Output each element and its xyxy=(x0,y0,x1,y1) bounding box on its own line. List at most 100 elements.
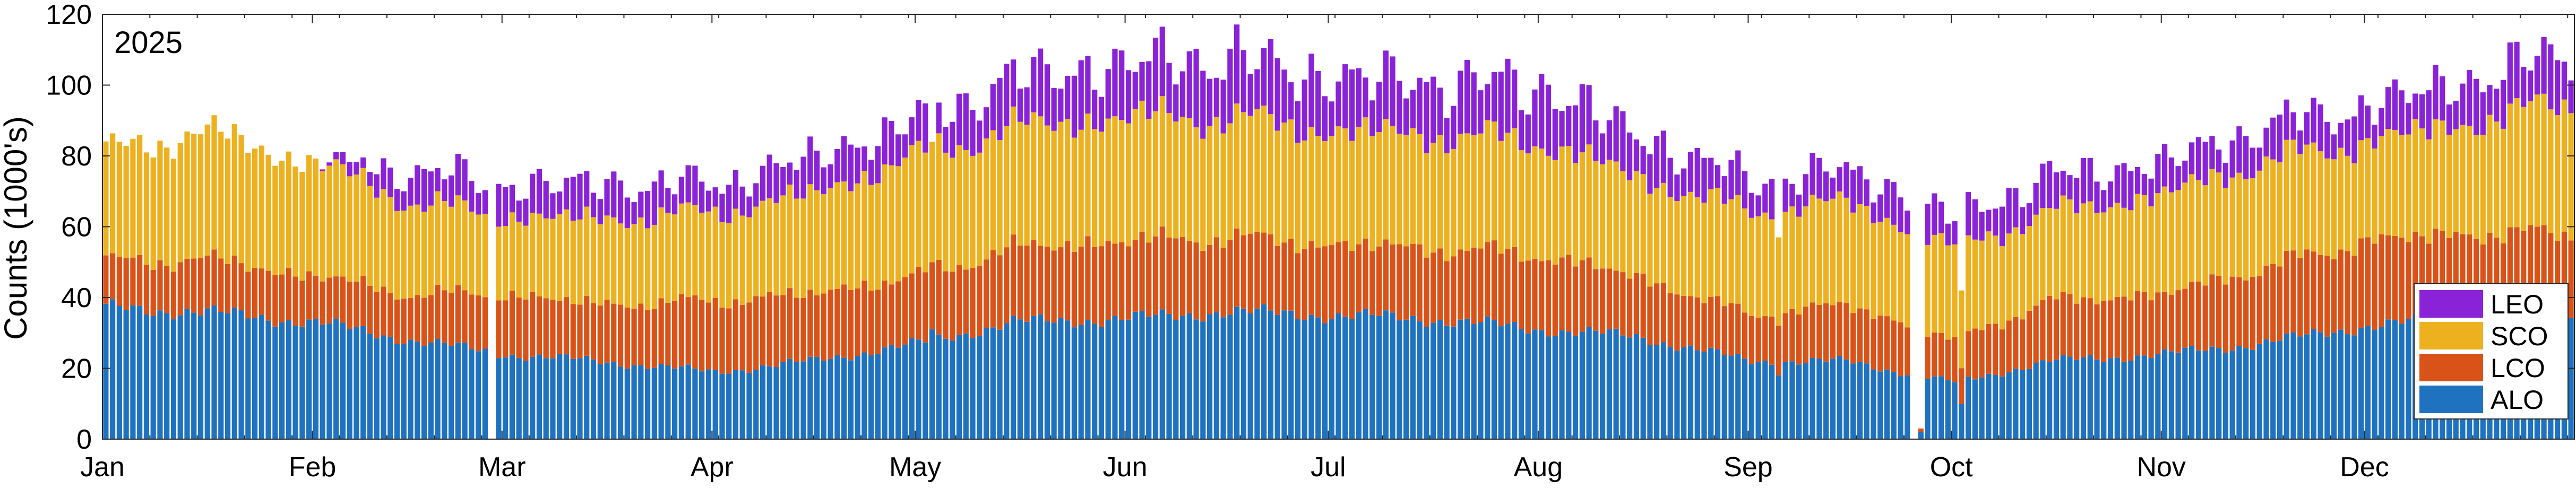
bar-segment-lco xyxy=(855,288,860,356)
bar-segment-alo xyxy=(245,318,251,439)
bar-segment-lco xyxy=(1816,305,1822,359)
bar-segment-alo xyxy=(1288,310,1294,439)
bar-segment-lco xyxy=(469,294,475,350)
bar-segment-leo xyxy=(597,199,603,224)
bar-segment-alo xyxy=(1952,382,1958,439)
bar-segment-sco xyxy=(2040,208,2046,301)
bar-segment-alo xyxy=(2222,353,2229,439)
bar-segment-leo xyxy=(2392,79,2398,130)
bar-segment-lco xyxy=(1518,261,1524,329)
bar-segment-leo xyxy=(889,120,894,165)
bar-segment-alo xyxy=(977,335,983,439)
bar-segment-leo xyxy=(800,156,806,199)
bar-segment-alo xyxy=(1431,322,1436,439)
bar-segment-lco xyxy=(800,298,806,362)
bar-segment-alo xyxy=(624,369,630,439)
bar-segment-alo xyxy=(1234,307,1240,439)
bar-segment-alo xyxy=(211,305,217,439)
bar-segment-alo xyxy=(2372,330,2377,439)
bar-segment-sco xyxy=(2561,99,2567,232)
bar-segment-alo xyxy=(990,327,996,439)
bar-segment-alo xyxy=(1843,359,1849,439)
bar-segment-lco xyxy=(143,265,150,315)
bar-segment-lco xyxy=(2446,238,2452,325)
bar-segment-sco xyxy=(2013,227,2019,317)
y-tick-label: 120 xyxy=(46,0,92,30)
bar-segment-sco xyxy=(2500,128,2506,243)
bar-segment-alo xyxy=(1816,359,1822,439)
bar-segment-lco xyxy=(150,269,156,316)
bar-segment-lco xyxy=(1329,245,1334,319)
bar-segment-alo xyxy=(1139,311,1145,439)
bar-segment-sco xyxy=(2060,195,2066,292)
bar-segment-leo xyxy=(2480,92,2486,135)
bar-segment-sco xyxy=(1559,146,1565,258)
bar-segment-alo xyxy=(1261,304,1267,439)
bar-segment-sco xyxy=(1403,135,1409,247)
bar-segment-sco xyxy=(2568,113,2574,241)
bar-segment-lco xyxy=(1403,246,1409,320)
bar-segment-alo xyxy=(1918,432,1924,439)
bar-segment-alo xyxy=(753,370,759,439)
bar-segment-leo xyxy=(1132,72,1138,109)
bar-segment-sco xyxy=(2222,188,2229,285)
bar-segment-lco xyxy=(130,257,136,305)
bar-segment-leo xyxy=(997,77,1003,141)
bar-segment-lco xyxy=(2399,238,2405,324)
bar-segment-leo xyxy=(868,160,874,185)
bar-segment-leo xyxy=(1559,111,1565,147)
bar-segment-alo xyxy=(469,349,475,439)
bar-segment-leo xyxy=(1647,154,1653,194)
bar-segment-sco xyxy=(1288,119,1294,239)
bar-segment-sco xyxy=(1098,132,1105,247)
x-tick-label: Feb xyxy=(289,452,337,483)
bar-segment-lco xyxy=(292,276,298,326)
bar-segment-lco xyxy=(1207,244,1213,314)
bar-segment-sco xyxy=(1694,197,1700,298)
bar-segment-alo xyxy=(1397,320,1402,439)
bar-segment-leo xyxy=(1843,162,1849,198)
bar-segment-lco xyxy=(685,297,691,365)
bar-segment-alo xyxy=(2121,361,2127,439)
bar-segment-lco xyxy=(929,262,935,330)
bar-segment-leo xyxy=(2155,154,2161,194)
bar-segment-alo xyxy=(1877,371,1883,439)
bar-segment-sco xyxy=(1349,141,1355,251)
bar-segment-sco xyxy=(1654,188,1660,284)
bar-segment-alo xyxy=(983,328,989,439)
bar-segment-leo xyxy=(1336,81,1341,127)
bar-segment-sco xyxy=(1031,112,1037,240)
bar-segment-leo xyxy=(1579,84,1585,153)
bar-segment-leo xyxy=(1383,50,1389,119)
bar-segment-sco xyxy=(1274,130,1280,246)
bar-segment-leo xyxy=(1065,76,1071,119)
bar-segment-sco xyxy=(1938,233,1944,333)
bar-segment-leo xyxy=(753,183,759,207)
bar-segment-sco xyxy=(1823,201,1829,303)
bar-segment-lco xyxy=(2331,259,2337,333)
bar-segment-leo xyxy=(1742,171,1748,209)
bar-segment-alo xyxy=(435,339,441,439)
bar-segment-alo xyxy=(354,327,359,439)
bar-segment-sco xyxy=(557,214,563,301)
bar-segment-lco xyxy=(265,270,271,321)
bar-segment-sco xyxy=(1796,216,1802,314)
bar-segment-lco xyxy=(1965,331,1971,377)
bar-segment-sco xyxy=(2168,192,2174,295)
bar-segment-leo xyxy=(1898,197,1903,232)
bar-segment-leo xyxy=(2053,172,2060,209)
bar-segment-sco xyxy=(821,194,826,294)
bar-segment-sco xyxy=(2527,101,2534,225)
bar-segment-leo xyxy=(2345,119,2350,156)
bar-segment-sco xyxy=(1146,118,1152,243)
bar-segment-alo xyxy=(2297,336,2303,439)
bar-segment-lco xyxy=(1010,234,1016,316)
bar-segment-leo xyxy=(367,172,373,186)
bar-segment-lco xyxy=(2527,225,2534,316)
bar-segment-leo xyxy=(841,136,847,182)
bar-segment-alo xyxy=(1458,319,1463,439)
bar-segment-lco xyxy=(2141,292,2147,356)
bar-segment-leo xyxy=(1038,48,1044,117)
bar-segment-leo xyxy=(1633,139,1639,171)
bar-segment-sco xyxy=(2182,182,2188,289)
